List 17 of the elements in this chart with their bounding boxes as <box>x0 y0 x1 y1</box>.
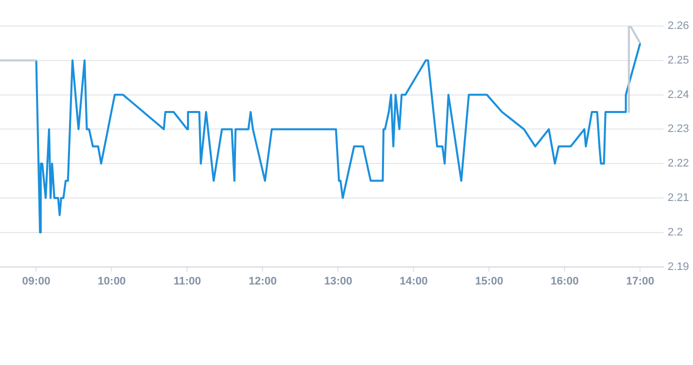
y-tick-label: 2.19 <box>668 260 690 273</box>
x-tick-label: 10:00 <box>98 275 126 288</box>
y-tick-label: 2.24 <box>668 88 690 101</box>
y-tick-label: 2.25 <box>668 54 690 66</box>
x-tick-label: 16:00 <box>550 275 579 288</box>
x-tick-label: 12:00 <box>248 275 277 288</box>
y-tick-label: 2.21 <box>668 192 690 204</box>
y-tick-label: 2.22 <box>668 158 690 170</box>
x-tick-label: 15:00 <box>475 275 504 288</box>
x-tick-label: 14:00 <box>400 275 428 288</box>
y-tick-label: 2.23 <box>668 123 690 136</box>
y-tick-label: 2.26 <box>668 20 690 32</box>
x-tick-label: 17:00 <box>626 275 654 288</box>
x-tick-label: 09:00 <box>22 275 50 288</box>
x-tick-label: 11:00 <box>173 275 201 288</box>
x-tick-label: 13:00 <box>324 275 352 288</box>
y-tick-label: 2.2 <box>668 226 683 238</box>
